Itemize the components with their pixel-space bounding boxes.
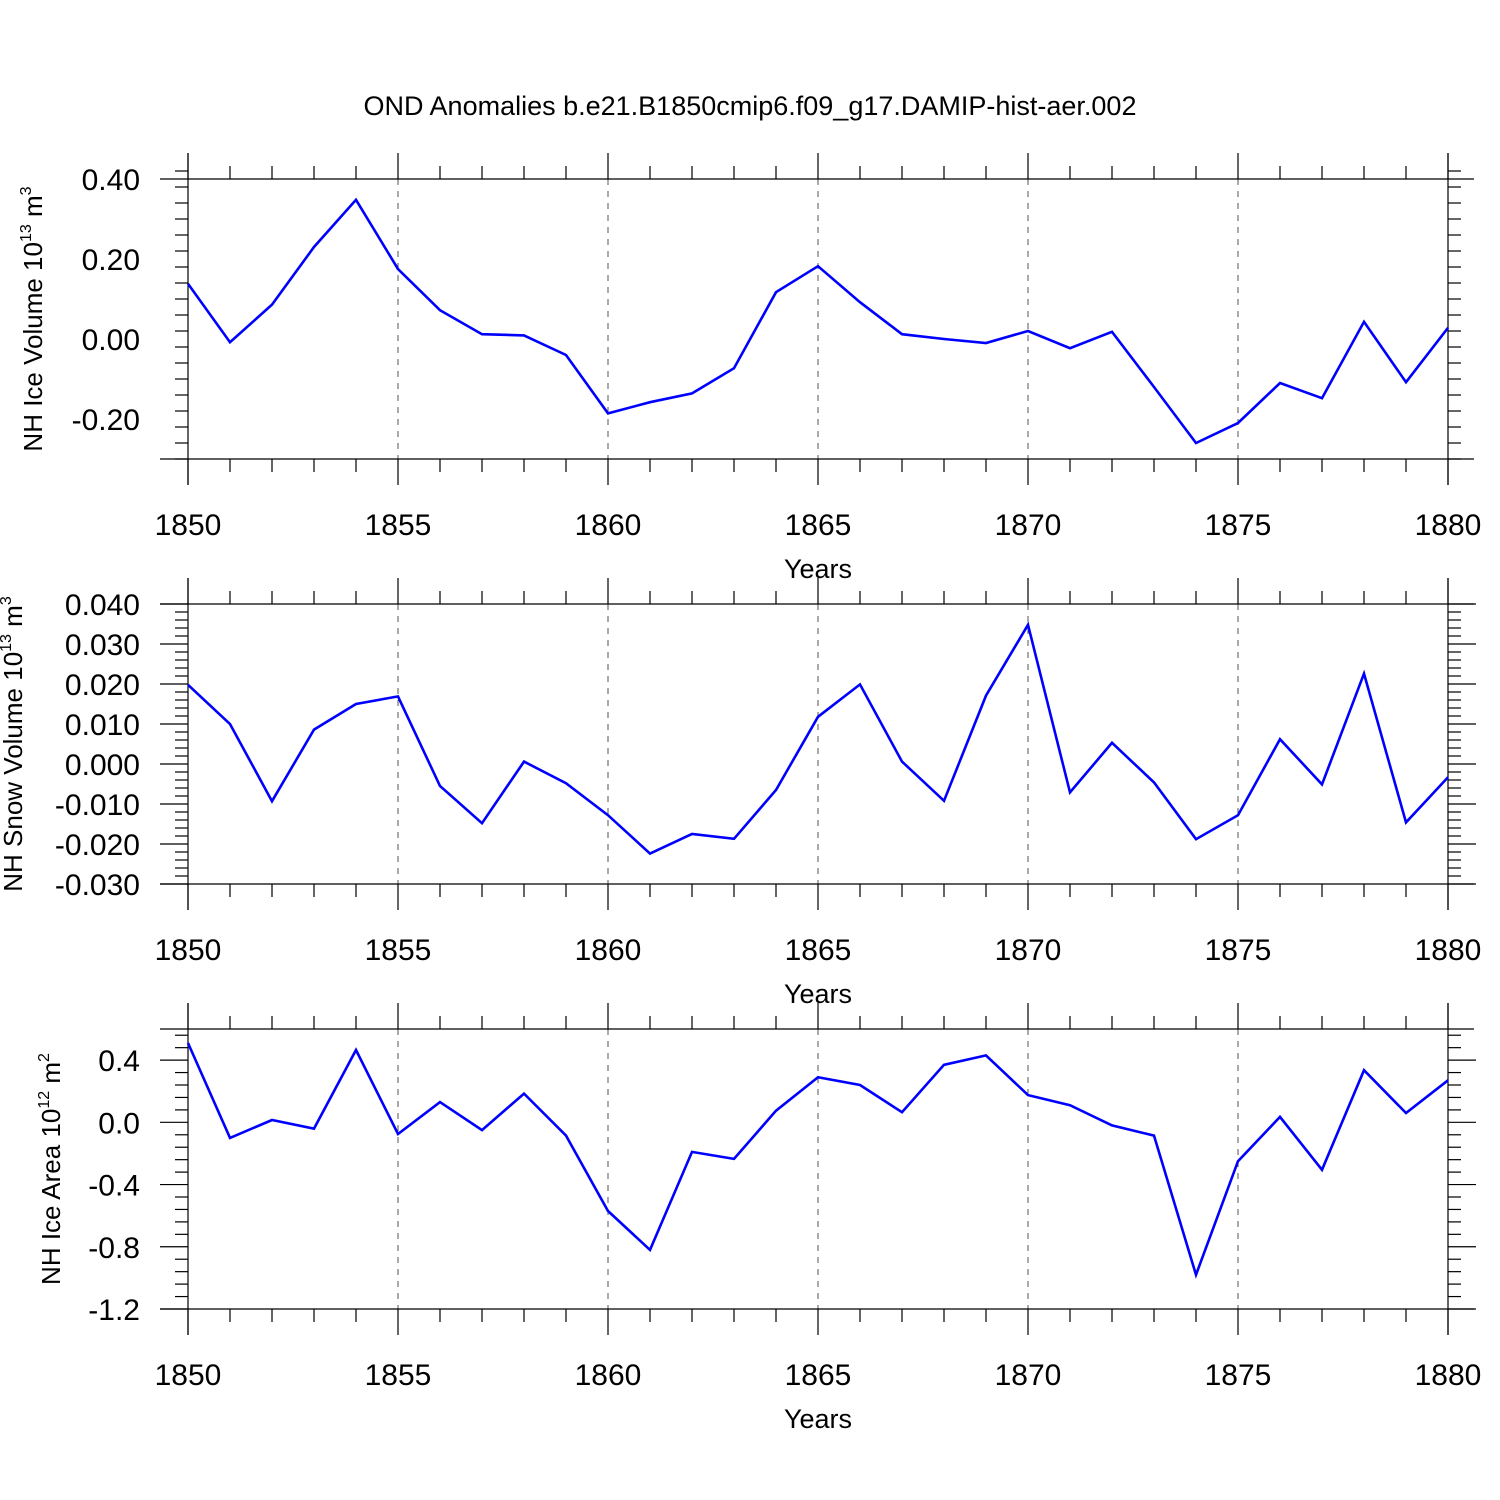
y-tick-label: -0.030 bbox=[55, 869, 140, 902]
y-tick-label: 0.40 bbox=[82, 164, 140, 197]
y-tick-label: 0.000 bbox=[65, 749, 140, 782]
y-tick-label: -0.020 bbox=[55, 829, 140, 862]
x-tick-label: 1880 bbox=[1415, 1359, 1482, 1392]
x-tick-label: 1860 bbox=[575, 509, 642, 542]
x-tick-label: 1860 bbox=[575, 934, 642, 967]
y-tick-label: -1.2 bbox=[88, 1294, 140, 1327]
x-tick-label: 1870 bbox=[995, 934, 1062, 967]
series-line-ice-volume bbox=[186, 197, 1450, 445]
chart-panels: 0.40 0.20 0.00 -0.20 1850 1855 1860 1865 1870 187… bbox=[0, 153, 1481, 1434]
y-tick-label: 0.010 bbox=[65, 709, 140, 742]
y-tick-label: -0.010 bbox=[55, 789, 140, 822]
x-tick-label: 1860 bbox=[575, 1359, 642, 1392]
x-tick-label: 1850 bbox=[155, 934, 222, 967]
panel-ice-area: 0.4 0.0 -0.4 -0.8 -1.2 1850 1855 1860 1865 1870 18… bbox=[36, 1003, 1481, 1434]
x-tick-label: 1870 bbox=[995, 509, 1062, 542]
y-tick-label: -0.20 bbox=[72, 404, 140, 437]
x-axis-label: Years bbox=[784, 1404, 852, 1434]
y-tick-label: -0.8 bbox=[88, 1232, 140, 1265]
x-tick-label: 1865 bbox=[785, 1359, 852, 1392]
chart-title: OND Anomalies b.e21.B1850cmip6.f09_g17.D… bbox=[364, 91, 1137, 121]
series-line-ice-area bbox=[186, 1042, 1449, 1279]
series-line-snow-volume bbox=[187, 621, 1449, 856]
y-tick-label: 0.030 bbox=[65, 629, 140, 662]
y-axis-label: NH Ice Area 1012 m2 bbox=[36, 1053, 66, 1285]
x-tick-label: 1855 bbox=[365, 1359, 432, 1392]
panel-ice-volume: 0.40 0.20 0.00 -0.20 1850 1855 1860 1865 1870 187… bbox=[18, 153, 1481, 584]
y-tick-label: 0.0 bbox=[98, 1107, 140, 1140]
x-tick-label: 1865 bbox=[785, 934, 852, 967]
y-tick-label: 0.00 bbox=[82, 324, 140, 357]
x-tick-label: 1850 bbox=[155, 1359, 222, 1392]
y-tick-label: 0.20 bbox=[82, 244, 140, 277]
y-axis-label: NH Snow Volume 1013 m3 bbox=[0, 596, 28, 892]
x-tick-label: 1855 bbox=[365, 934, 432, 967]
x-tick-label: 1875 bbox=[1205, 934, 1272, 967]
y-axis-label: NH Ice Volume 1013 m3 bbox=[18, 186, 48, 451]
x-tick-label: 1870 bbox=[995, 1359, 1062, 1392]
x-tick-label: 1865 bbox=[785, 509, 852, 542]
x-tick-label: 1880 bbox=[1415, 934, 1482, 967]
y-tick-label: 0.020 bbox=[65, 669, 140, 702]
y-tick-label: -0.4 bbox=[88, 1170, 140, 1203]
x-tick-label: 1880 bbox=[1415, 509, 1482, 542]
x-tick-label: 1875 bbox=[1205, 509, 1272, 542]
panel-snow-volume: 0.040 0.030 0.020 0.010 0.000 -0.010 -0.020 -0.… bbox=[0, 578, 1481, 1009]
x-tick-label: 1875 bbox=[1205, 1359, 1272, 1392]
y-tick-label: 0.040 bbox=[65, 589, 140, 622]
y-tick-label: 0.4 bbox=[98, 1045, 140, 1078]
x-tick-label: 1850 bbox=[155, 509, 222, 542]
x-tick-label: 1855 bbox=[365, 509, 432, 542]
